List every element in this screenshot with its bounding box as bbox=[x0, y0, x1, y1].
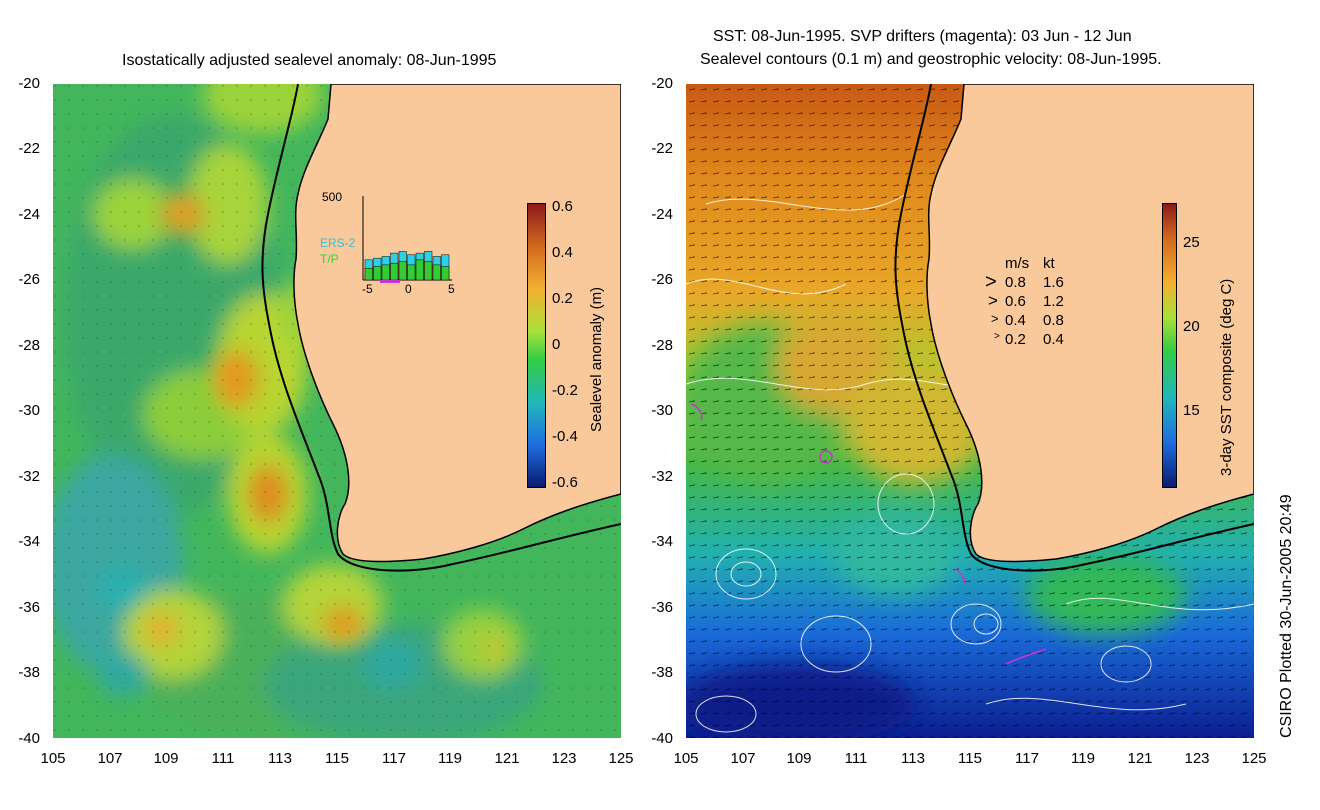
right-title-line2: Sealevel contours (0.1 m) and geostrophi… bbox=[700, 51, 1162, 68]
left-ytick: -26 bbox=[18, 271, 40, 288]
legend-ms: 0.8 bbox=[1005, 274, 1026, 291]
right-xtick: 115 bbox=[958, 750, 982, 767]
inset-xtick: -5 bbox=[362, 282, 373, 296]
right-xtick: 123 bbox=[1184, 750, 1210, 767]
left-xtick: 121 bbox=[494, 750, 520, 767]
left-xtick: 123 bbox=[551, 750, 577, 767]
inset-bar-tp bbox=[415, 259, 424, 281]
right-xtick: 121 bbox=[1127, 750, 1153, 767]
sst-cbar-tick: 25 bbox=[1183, 234, 1200, 251]
inset-bar-tp bbox=[381, 264, 390, 281]
sla-cbar-tick: 0.6 bbox=[552, 198, 573, 215]
inset-legend-ers2: ERS-2 bbox=[320, 236, 356, 250]
left-xtick: 119 bbox=[438, 750, 462, 767]
sst-cbar-tick: 20 bbox=[1183, 318, 1200, 335]
left-xtick: 117 bbox=[382, 750, 406, 767]
left-xtick: 111 bbox=[211, 750, 235, 767]
arrow-icon: > bbox=[991, 311, 999, 326]
right-xtick: 111 bbox=[844, 750, 868, 767]
left-xtick: 107 bbox=[97, 750, 123, 767]
left-xtick: 115 bbox=[325, 750, 349, 767]
sla-cbar-tick: 0.4 bbox=[552, 244, 573, 261]
sst-cbar-tick: 15 bbox=[1183, 402, 1200, 419]
left-ytick: -28 bbox=[18, 337, 40, 354]
legend-ms: 0.6 bbox=[1005, 293, 1026, 310]
sst-colorbar bbox=[1162, 203, 1177, 488]
arrow-icon: > bbox=[988, 291, 998, 310]
sst-map-svg bbox=[686, 84, 1254, 738]
left-ytick: -32 bbox=[18, 468, 40, 485]
right-xtick: 105 bbox=[673, 750, 699, 767]
left-ytick: -30 bbox=[18, 402, 40, 419]
legend-header-ms: m/s bbox=[1005, 255, 1030, 272]
arrow-icon: > bbox=[994, 331, 1000, 342]
velocity-legend: m/s kt > 0.8 1.6 > 0.6 1.2 > 0.4 0.8 > 0… bbox=[985, 255, 1085, 350]
inset-bar-tp bbox=[398, 261, 407, 281]
sla-cbar-tick: 0.2 bbox=[552, 290, 573, 307]
right-xtick: 107 bbox=[730, 750, 756, 767]
left-xtick: 105 bbox=[40, 750, 66, 767]
sla-cbar-tick: -0.2 bbox=[552, 382, 578, 399]
right-ytick: -24 bbox=[651, 206, 673, 223]
legend-kt: 1.2 bbox=[1043, 293, 1064, 310]
right-ytick: -26 bbox=[651, 271, 673, 288]
left-ytick: -36 bbox=[18, 599, 40, 616]
right-ytick: -32 bbox=[651, 468, 673, 485]
right-ytick: -20 bbox=[651, 75, 673, 92]
inset-svg bbox=[362, 196, 452, 283]
right-ytick: -22 bbox=[651, 140, 673, 157]
right-ytick: -38 bbox=[651, 664, 673, 681]
sla-cbar-tick: 0 bbox=[552, 336, 561, 353]
left-title: Isostatically adjusted sealevel anomaly:… bbox=[122, 52, 497, 69]
right-title-line1: SST: 08-Jun-1995. SVP drifters (magenta)… bbox=[713, 28, 1132, 45]
legend-kt: 0.4 bbox=[1043, 331, 1064, 348]
right-ytick: -30 bbox=[651, 402, 673, 419]
inset-ymax-label: 500 bbox=[322, 190, 343, 204]
data-coverage-inset: 500 ERS-2 T/P -5 0 5 bbox=[320, 190, 460, 300]
sla-cbar-tick: -0.4 bbox=[552, 428, 578, 445]
legend-header-kt: kt bbox=[1043, 255, 1055, 272]
left-ytick: -34 bbox=[18, 533, 40, 550]
sst-colorbar-label: 3-day SST composite (deg C) bbox=[1218, 278, 1235, 476]
legend-ms: 0.4 bbox=[1005, 312, 1026, 329]
inset-bar-tp bbox=[364, 267, 373, 281]
right-xtick: 109 bbox=[786, 750, 812, 767]
sla-cbar-tick: -0.6 bbox=[552, 474, 578, 491]
right-xtick: 125 bbox=[1241, 750, 1267, 767]
right-ytick: -36 bbox=[651, 599, 673, 616]
arrow-icon: > bbox=[985, 271, 997, 293]
left-ytick: -24 bbox=[18, 206, 40, 223]
legend-ms: 0.2 bbox=[1005, 331, 1026, 348]
right-ytick: -34 bbox=[651, 533, 673, 550]
left-xtick: 113 bbox=[268, 750, 292, 767]
right-ytick: -40 bbox=[651, 730, 673, 747]
legend-kt: 1.6 bbox=[1043, 274, 1064, 291]
left-ytick: -38 bbox=[18, 664, 40, 681]
inset-bar-tp bbox=[441, 266, 450, 281]
right-xtick: 113 bbox=[901, 750, 925, 767]
sla-colorbar-label: Sealevel anomaly (m) bbox=[588, 286, 605, 432]
left-ytick: -20 bbox=[18, 75, 40, 92]
sla-colorbar bbox=[527, 203, 546, 488]
plot-credit: CSIRO Plotted 30-Jun-2005 20:49 bbox=[1278, 494, 1295, 738]
left-ytick: -22 bbox=[18, 140, 40, 157]
inset-bar-tp bbox=[407, 264, 416, 281]
right-ytick: -28 bbox=[651, 337, 673, 354]
legend-kt: 0.8 bbox=[1043, 312, 1064, 329]
inset-bar-tp bbox=[373, 266, 382, 281]
right-xtick: 117 bbox=[1015, 750, 1039, 767]
right-xtick: 119 bbox=[1071, 750, 1095, 767]
inset-legend-tp: T/P bbox=[320, 252, 339, 266]
left-xtick: 109 bbox=[153, 750, 179, 767]
inset-bar-tp bbox=[390, 262, 399, 281]
inset-xtick: 5 bbox=[448, 282, 455, 296]
inset-bar-tp bbox=[424, 261, 433, 281]
inset-bar-tp bbox=[432, 264, 441, 281]
inset-xtick: 0 bbox=[405, 282, 412, 296]
left-xtick: 125 bbox=[608, 750, 634, 767]
left-ytick: -40 bbox=[18, 730, 40, 747]
sst-velocity-map bbox=[686, 84, 1254, 738]
